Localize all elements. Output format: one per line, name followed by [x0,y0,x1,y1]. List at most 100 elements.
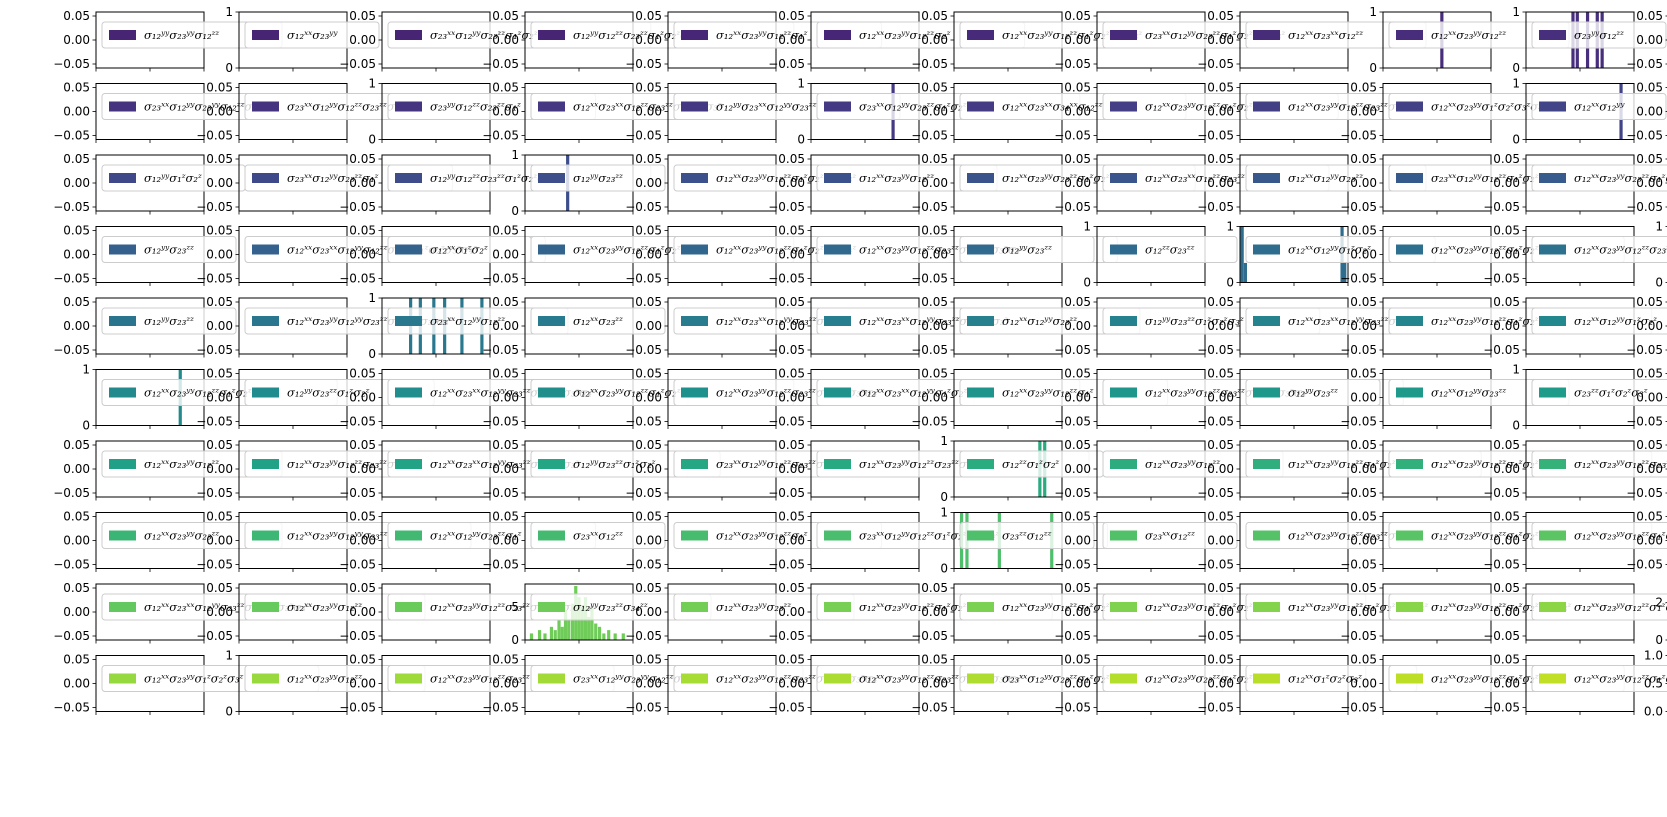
legend-label: σ₁₂ˣˣσ₂₃ʸʸσ₁₂ᶻᶻσ₁ᶻσ₂ᶻσ₃ᶻ [1431,529,1555,543]
y-tick-label: −0.05 [768,629,805,643]
legend: σ₁₂ˣˣσ₂₃ʸʸσ₂₃ᶻᶻσ₁ᶻσ₂ᶻσ₃ᶻ [1531,164,1667,192]
y-tick-label: 0.00 [1207,462,1234,476]
legend-swatch [824,244,851,255]
y-tick-label: 0.05 [1064,653,1091,667]
legend-swatch [1396,316,1423,326]
legend-label: σ₁₂ˣˣσ₁₂ʸʸ [1574,100,1625,114]
y-tick-label: 0.05 [206,224,233,238]
legend-label: σ₁₂ˣˣσ₂₃ʸʸσ₁₂ᶻᶻ [1431,28,1506,42]
y-tick-label: 0.00 [635,33,662,47]
y-tick-label: 0.05 [635,81,662,95]
legend-swatch [824,101,851,112]
y-tick-label: −0.05 [1483,343,1520,357]
legend-label: σ₁₂ʸʸσ₂₃ᶻᶻ [144,243,194,257]
histogram-bar [602,633,606,640]
y-tick-label: 0.00 [1064,677,1091,691]
legend: σ₁₂ˣˣσ₂₃ʸʸσ₁₂ᶻᶻσ₁ᶻσ₂ᶻσ₃ᶻσ₄ᶻ [1531,665,1667,692]
histogram-bar [1343,262,1347,283]
y-tick-label: −0.05 [625,486,662,500]
legend-swatch [1110,530,1137,541]
legend-frame [101,236,237,263]
subplot-6-2: 0.05 0.00 −0.05 σ₁₂ʸʸσ₂₃ᶻᶻσ₁ᶻσ₂ᶻ [196,367,435,429]
y-tick-label: −0.05 [768,701,805,715]
legend-swatch [109,101,136,112]
y-tick-label: 0.00 [1636,391,1663,405]
y-tick-label: 0.00 [63,33,90,47]
histogram-bar [590,607,594,640]
y-tick-label: 0 [368,347,376,361]
y-tick-label: 0.00 [63,105,90,119]
y-tick-label: −0.05 [625,629,662,643]
y-tick-label: 0.00 [1207,677,1234,691]
subplot-4-8: 0 1 σ₁₂ᶻᶻσ₂₃ᶻᶻ [1083,220,1238,290]
legend: σ₁₂ˣˣσ₂₃ʸʸσ₁₂ᶻᶻ [1388,21,1570,49]
y-tick-label: −0.05 [768,343,805,357]
y-tick-label: 0.05 [206,438,233,452]
legend-frame [959,522,1095,549]
legend-swatch [109,316,136,326]
y-tick-label: −0.05 [53,343,90,357]
y-tick-label: −0.05 [1054,200,1091,214]
y-tick-label: 0.05 [921,152,948,166]
y-tick-label: −0.05 [196,558,233,572]
y-tick-label: −0.05 [625,558,662,572]
histogram-bar [529,633,534,640]
y-tick-label: 0.05 [206,367,233,381]
y-tick-label: 0.00 [1493,677,1520,691]
y-tick-label: −0.05 [196,629,233,643]
y-tick-label: 0.00 [778,391,805,405]
subplot-6-11: 0 1 σ₂₃ᶻᶻσ₁ᶻσ₂ᶻσ₃ᶻ [1512,363,1667,433]
legend-swatch [538,173,565,183]
legend-label: σ₁₂ˣˣσ₂₃ʸʸσ₂₃ᶻᶻσ₁ᶻσ₂ᶻσ₃ᶻ [1145,672,1269,686]
y-tick-label: 0.05 [1207,152,1234,166]
y-tick-label: −0.05 [339,415,376,429]
legend-label: σ₂₃ˣˣσ₁₂ʸʸσ₁₂ᶻᶻσ₂₃ᶻᶻσ₁ᶻσ₂ᶻ [716,457,849,471]
legend-label: σ₁₂ˣˣσ₂₃ʸʸσ₁₂ᶻᶻ [144,457,219,471]
y-tick-label: 0.00 [1064,605,1091,619]
y-tick-label: 0.05 [63,224,90,238]
legend: σ₁₂ˣˣσ₂₃ʸʸσ₁₂ᶻᶻ [244,665,426,692]
y-tick-label: −0.05 [196,343,233,357]
subplot-1-1: 0.05 0.00 −0.05 σ₁₂ʸʸσ₂₃ʸʸσ₁₂ᶻᶻ [53,9,283,72]
legend-swatch [1110,244,1137,255]
y-tick-label: 0.00 [1064,534,1091,548]
legend-frame [1102,236,1238,263]
y-tick-label: −0.05 [768,558,805,572]
y-tick-label: 0.05 [1350,367,1377,381]
subplot-5-4: 0.05 0.00 −0.05 σ₁₂ˣˣσ₂₃ᶻᶻ [482,295,666,358]
y-tick-label: 0.05 [1350,295,1377,309]
y-tick-label: −0.05 [625,272,662,286]
legend-swatch [1253,530,1280,541]
legend-swatch [681,673,708,684]
subplot-10-9: 0.05 0.00 −0.05 σ₁₂ˣˣσ₁ᶻσ₂ᶻσ₃ᶻ [1197,653,1418,715]
y-tick-label: −0.05 [911,415,948,429]
subplot-3-6: 0.05 0.00 −0.05 σ₁₂ˣˣσ₂₃ʸʸσ₁₂ᶻᶻ [768,152,998,215]
legend-label: σ₁₂ˣˣσ₁ᶻσ₂ᶻσ₃ᶻ [1288,672,1362,686]
histogram-bar [597,626,602,640]
y-tick-label: −0.05 [1054,629,1091,643]
y-tick-label: 0.05 [635,295,662,309]
legend-swatch [824,316,851,326]
legend-swatch [1539,387,1566,398]
y-tick-label: −0.05 [1626,343,1663,357]
y-tick-label: 0.05 [1636,81,1663,95]
subplot-10-11: 0.05 0.00 −0.05 σ₁₂ˣˣσ₂₃ʸʸσ₁₂ᶻᶻσ₁ᶻσ₂ᶻσ₃ᶻσ₄ᶻ [1483,653,1667,715]
y-tick-label: 0.00 [206,391,233,405]
y-tick-label: 0.05 [778,653,805,667]
legend-label: σ₂₃ᶻᶻσ₁ᶻσ₂ᶻσ₃ᶻ [1574,386,1648,400]
legend-swatch [681,173,708,183]
legend-swatch [109,459,136,469]
y-tick-label: 0 [225,705,233,719]
subplot-1-11: 0 1 σ₂₃ʸʸσ₁₂ᶻᶻ [1512,5,1667,75]
y-tick-label: 0.00 [1207,534,1234,548]
legend-label: σ₁₂ˣˣσ₂₃ˣˣσ₁₂ʸʸσ₁ᶻσ₂ᶻσ₃ᶻ [859,386,984,400]
y-tick-label: 0.05 [921,653,948,667]
y-tick-label: 0.00 [63,534,90,548]
legend-label: σ₁₂ˣˣσ₂₃ˣˣσ₃₄ˣˣσ₁₂ᶻᶻ [1002,100,1103,114]
legend-swatch [681,101,708,112]
legend-swatch [1396,387,1423,398]
y-tick-label: −0.05 [768,486,805,500]
y-tick-label: −0.05 [625,415,662,429]
legend-frame [1531,522,1667,549]
y-tick-label: 0.00 [1636,319,1663,333]
